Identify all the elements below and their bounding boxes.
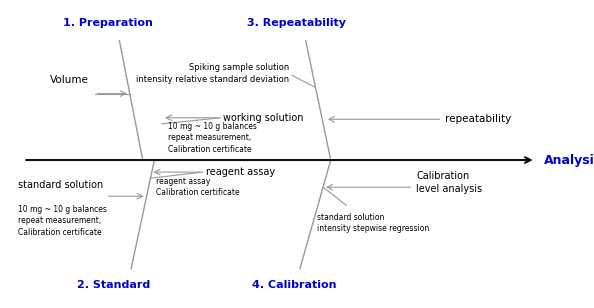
Text: 10 mg ~ 10 g balances
repeat measurement,
Calibration certificate: 10 mg ~ 10 g balances repeat measurement… [18,205,106,237]
Text: standard solution: standard solution [18,180,103,190]
Text: Analysis: Analysis [544,153,594,167]
Text: 3. Repeatability: 3. Repeatability [248,18,346,28]
Text: 1. Preparation: 1. Preparation [63,18,153,28]
Text: Calibration
level analysis: Calibration level analysis [416,172,482,194]
Text: reagent assay
Calibration certificate: reagent assay Calibration certificate [156,176,240,197]
Text: 2. Standard: 2. Standard [77,280,150,290]
Text: standard solution
intensity stepwise regression: standard solution intensity stepwise reg… [317,213,429,233]
Text: 4. Calibration: 4. Calibration [252,280,336,290]
Text: repeatability: repeatability [446,114,511,124]
Text: Spiking sample solution
intensity relative standard deviation: Spiking sample solution intensity relati… [136,63,289,83]
Text: reagent assay: reagent assay [206,167,275,177]
Text: working solution: working solution [223,113,304,123]
Text: Volume: Volume [50,75,89,85]
Text: 10 mg ~ 10 g balances
repeat measurement,
Calibration certificate: 10 mg ~ 10 g balances repeat measurement… [168,122,257,153]
